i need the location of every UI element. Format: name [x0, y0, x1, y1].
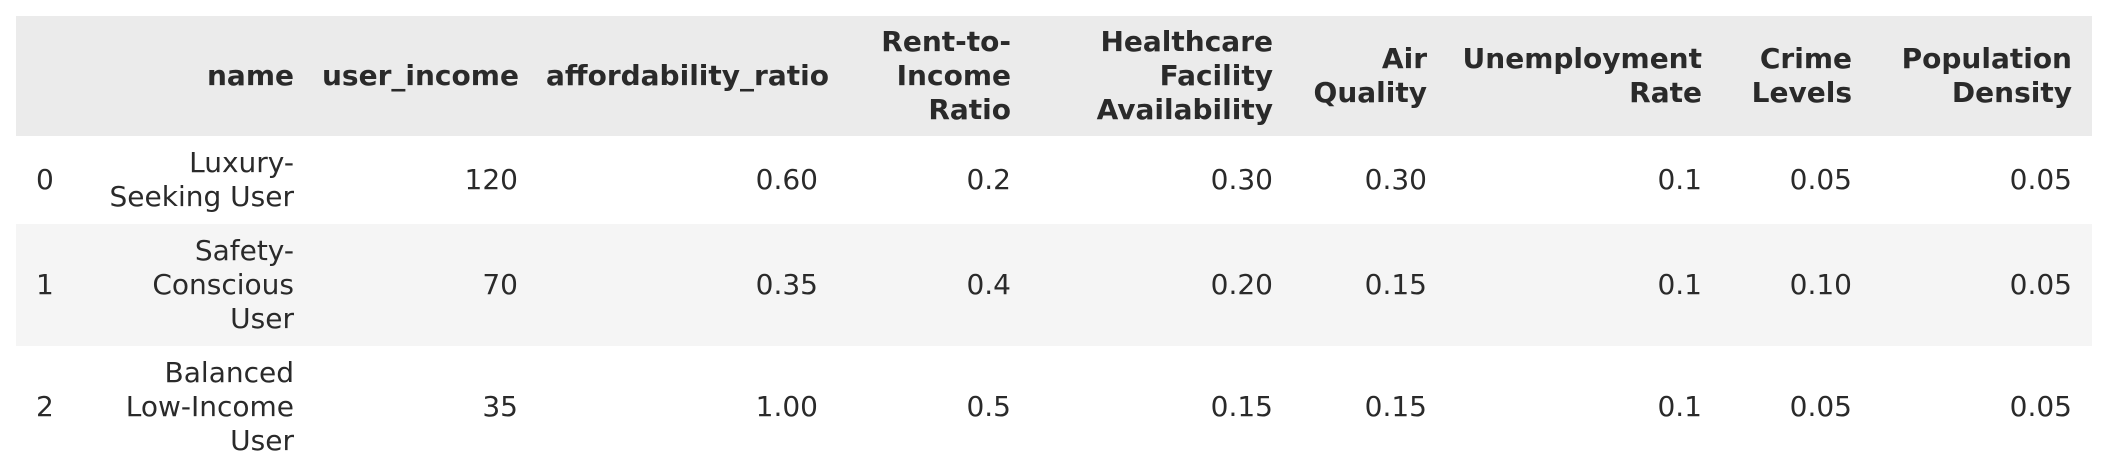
cell-healthcare-facility-availability: 0.20 — [1210, 268, 1273, 301]
cell-air-quality: 0.15 — [1364, 268, 1427, 301]
cell-unemployment-rate: 0.1 — [1657, 163, 1702, 196]
cell-crime-levels: 0.05 — [1789, 163, 1852, 196]
cell-crime-levels: 0.10 — [1789, 268, 1852, 301]
row-index: 0 — [36, 163, 54, 196]
cell-healthcare-facility-availability: 0.15 — [1210, 390, 1273, 423]
cell-rent-to-income-ratio: 0.5 — [966, 390, 1011, 423]
cell-name: Safety-Conscious User — [152, 234, 294, 335]
column-header-rent-to-income-ratio: Rent-to-Income Ratio — [881, 25, 1011, 126]
column-header-name: name — [207, 59, 294, 92]
cell-user-income: 120 — [464, 163, 518, 196]
cell-population-density: 0.05 — [2009, 268, 2072, 301]
table-row: 0 Luxury-Seeking User 120 0.60 0.2 0.30 … — [16, 136, 2092, 224]
row-index: 1 — [36, 268, 54, 301]
cell-rent-to-income-ratio: 0.2 — [966, 163, 1011, 196]
column-header-unemployment-rate: Unemployment Rate — [1462, 42, 1702, 109]
dataframe-output: name user_income affordability_ratio Ren… — [16, 16, 2092, 468]
row-index: 2 — [36, 390, 54, 423]
cell-user-income: 35 — [482, 390, 518, 423]
table-row: 1 Safety-Conscious User 70 0.35 0.4 0.20… — [16, 224, 2092, 346]
cell-affordability-ratio: 0.35 — [755, 268, 818, 301]
cell-unemployment-rate: 0.1 — [1657, 390, 1702, 423]
table-row: 2 Balanced Low-Income User 35 1.00 0.5 0… — [16, 346, 2092, 468]
cell-name: Luxury-Seeking User — [109, 146, 294, 213]
cell-rent-to-income-ratio: 0.4 — [966, 268, 1011, 301]
cell-population-density: 0.05 — [2009, 163, 2072, 196]
cell-population-density: 0.05 — [2009, 390, 2072, 423]
column-header-population-density: Population Density — [1901, 42, 2072, 109]
cell-crime-levels: 0.05 — [1789, 390, 1852, 423]
cell-healthcare-facility-availability: 0.30 — [1210, 163, 1273, 196]
column-header-healthcare-facility-availability: Healthcare Facility Availability — [1096, 25, 1273, 126]
column-header-affordability-ratio: affordability_ratio — [546, 59, 829, 92]
cell-affordability-ratio: 0.60 — [755, 163, 818, 196]
cell-unemployment-rate: 0.1 — [1657, 268, 1702, 301]
cell-name: Balanced Low-Income User — [125, 356, 294, 457]
cell-user-income: 70 — [482, 268, 518, 301]
dataframe-table: name user_income affordability_ratio Ren… — [16, 16, 2092, 468]
column-header-air-quality: Air Quality — [1313, 42, 1427, 109]
header-row: name user_income affordability_ratio Ren… — [16, 16, 2092, 136]
column-header-user-income: user_income — [322, 59, 519, 92]
cell-air-quality: 0.30 — [1364, 163, 1427, 196]
column-header-index — [16, 16, 86, 136]
cell-affordability-ratio: 1.00 — [755, 390, 818, 423]
column-header-crime-levels: Crime Levels — [1751, 42, 1852, 109]
cell-air-quality: 0.15 — [1364, 390, 1427, 423]
